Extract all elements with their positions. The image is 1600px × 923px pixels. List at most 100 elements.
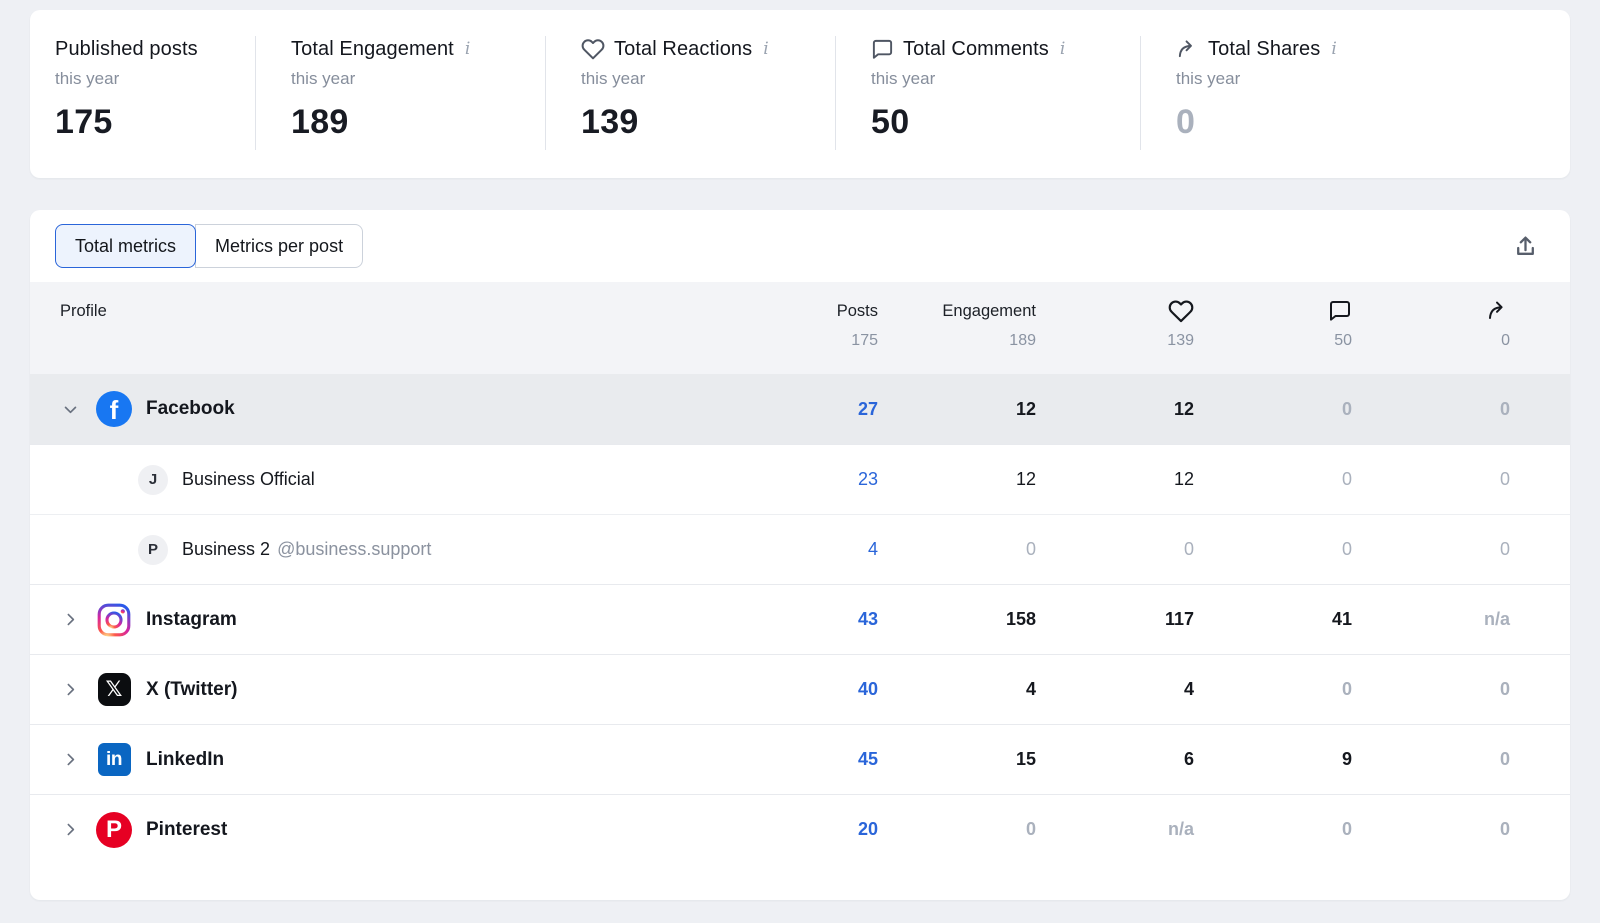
shares-value: 0 [1499,539,1510,559]
posts-value[interactable]: 4 [867,539,878,559]
stat-period: this year [1176,69,1241,88]
summary-stats-card: Published posts this year 175 Total Enga… [30,10,1570,178]
comments-value: 0 [1341,539,1352,559]
platform-name: Pinterest [146,818,228,840]
column-header-posts[interactable]: Posts 175 [720,298,878,374]
comments-value: 0 [1341,469,1352,489]
profile-column-label: Profile [60,301,107,320]
table-row-business-2[interactable]: P Business 2 @business.support 4 0 0 0 0 [30,514,1570,584]
stat-value: 0 [1176,103,1196,141]
stat-total-comments: Total Comments i this year 50 [835,36,1140,150]
table-header: Profile Posts 175 Engagement 189 139 50 … [30,282,1570,374]
table-row-business-official[interactable]: J Business Official 23 12 12 0 0 [30,444,1570,514]
platform-name: Facebook [146,398,235,419]
platform-name: Instagram [146,608,237,630]
table-row-instagram[interactable]: Instagram 43 158 117 41 n/a [30,584,1570,654]
comments-value: 0 [1341,679,1352,699]
reactions-value: 6 [1183,749,1194,769]
column-header-engagement[interactable]: Engagement 189 [878,298,1036,374]
posts-value[interactable]: 43 [857,609,878,629]
metrics-table-card: Total metrics Metrics per post Profile P… [30,210,1570,900]
reactions-value: n/a [1167,819,1194,839]
engagement-value: 158 [1005,609,1036,629]
chevron-right-icon[interactable] [60,681,80,698]
comment-icon [871,38,894,61]
stat-label: Total Engagement [291,37,454,60]
chevron-right-icon[interactable] [60,611,80,628]
column-header-reactions[interactable]: 139 [1036,298,1194,374]
avatar: J [138,464,168,495]
shares-value: 0 [1499,398,1510,419]
info-icon[interactable]: i [1059,38,1066,59]
table-row-x-twitter[interactable]: 𝕏 X (Twitter) 40 4 4 0 0 [30,654,1570,724]
stat-label: Total Shares [1208,37,1321,60]
posts-column-label: Posts [836,301,878,320]
info-icon[interactable]: i [763,38,769,59]
engagement-value: 12 [1015,469,1036,489]
profile-name: Business 2 [182,539,271,559]
column-header-comments[interactable]: 50 [1194,298,1352,374]
metrics-tab-group: Total metrics Metrics per post [55,224,364,268]
engagement-value: 0 [1025,819,1036,839]
linkedin-icon: in [96,742,132,778]
pinterest-icon: P [96,811,132,848]
posts-column-total: 175 [851,332,878,349]
tab-metrics-per-post[interactable]: Metrics per post [195,224,364,268]
profile-handle: @business.support [277,539,432,559]
comments-value: 0 [1341,819,1352,839]
engagement-value: 12 [1015,398,1036,419]
stat-total-shares: Total Shares i this year 0 [1140,36,1570,150]
stat-period: this year [581,69,646,88]
shares-value: 0 [1499,749,1510,769]
posts-value[interactable]: 23 [857,469,878,489]
chevron-right-icon[interactable] [60,821,80,838]
comments-value: 0 [1341,398,1352,419]
reactions-value: 12 [1173,398,1194,419]
table-row-linkedin[interactable]: in LinkedIn 45 15 6 9 0 [30,724,1570,794]
column-header-shares[interactable]: 0 [1352,298,1510,374]
facebook-icon: f [96,391,132,427]
reactions-value: 117 [1164,609,1194,629]
platform-name: X (Twitter) [146,678,238,700]
table-row-pinterest[interactable]: P Pinterest 20 0 n/a 0 0 [30,794,1570,864]
chevron-down-icon[interactable] [60,401,80,418]
social-analytics-page: Published posts this year 175 Total Enga… [30,10,1570,900]
stat-period: this year [291,69,356,88]
shares-column-total: 0 [1501,332,1510,349]
reactions-column-total: 139 [1167,332,1194,349]
share-icon [1176,38,1199,61]
reactions-value: 12 [1173,469,1194,489]
column-header-profile: Profile [60,298,720,374]
engagement-column-total: 189 [1009,332,1036,349]
comments-column-total: 50 [1334,332,1352,349]
posts-value[interactable]: 27 [857,398,878,419]
posts-value[interactable]: 20 [857,819,878,839]
stat-total-reactions: Total Reactions i this year 139 [545,36,835,150]
stat-label: Total Reactions [614,37,753,60]
table-row-facebook[interactable]: f Facebook 27 12 12 0 0 [30,374,1570,444]
engagement-value: 0 [1025,539,1036,559]
stat-published-posts: Published posts this year 175 [30,36,255,150]
avatar: P [138,534,168,565]
instagram-icon [96,602,132,638]
stat-value: 175 [55,103,113,141]
engagement-value: 15 [1015,749,1036,769]
comment-icon [1328,299,1352,323]
reactions-value: 0 [1183,539,1194,559]
info-icon[interactable]: i [464,38,471,59]
info-icon[interactable]: i [1331,38,1337,59]
posts-value[interactable]: 40 [857,679,878,699]
heart-icon [1168,298,1194,324]
comments-value: 41 [1331,609,1352,629]
heart-icon [581,37,605,61]
tab-total-metrics[interactable]: Total metrics [55,224,197,268]
shares-value: 0 [1499,819,1510,839]
x-twitter-icon: 𝕏 [96,672,132,708]
posts-value[interactable]: 45 [857,749,878,769]
engagement-column-label: Engagement [942,301,1036,320]
platform-name: LinkedIn [146,748,225,770]
chevron-right-icon[interactable] [60,751,80,768]
stat-label: Total Comments [903,37,1049,60]
export-icon[interactable] [1509,230,1542,263]
shares-value: 0 [1499,469,1510,489]
